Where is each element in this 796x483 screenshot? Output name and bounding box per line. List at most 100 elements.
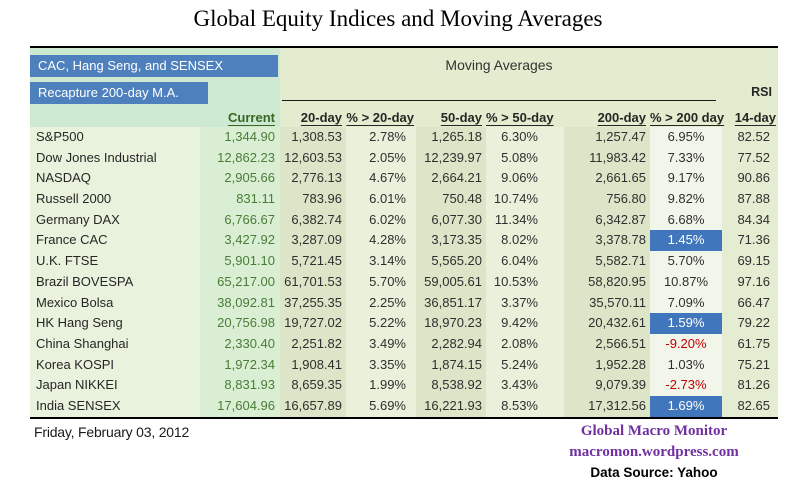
brand-url: macromon.wordpress.com (569, 444, 739, 460)
rsi-value: 82.65 (722, 395, 778, 417)
pct-above-200day: -9.20% (650, 333, 722, 355)
moving-averages-underline (282, 100, 716, 101)
rsi-value: 87.88 (722, 189, 778, 210)
rsi-value: 69.15 (722, 251, 778, 272)
index-name: Mexico Bolsa (30, 292, 200, 314)
index-name: Russell 2000 (30, 189, 200, 210)
index-name: U.K. FTSE (30, 251, 200, 272)
column-spacer (546, 127, 564, 148)
index-name: Dow Jones Industrial (30, 147, 200, 169)
ma-20day-value: 2,776.13 (280, 168, 346, 190)
pct-above-50day: 9.42% (486, 313, 546, 334)
pct-above-200day: 9.17% (650, 168, 722, 190)
pct-above-200day: 1.03% (650, 354, 722, 376)
ma-50day-value: 8,538.92 (416, 375, 486, 396)
col-header-rsi-14day: 14-day (734, 110, 776, 125)
col-header-50day: 50-day (440, 110, 482, 125)
table-header: CAC, Hang Seng, and SENSEX Recapture 200… (30, 48, 778, 127)
pct-above-50day: 2.08% (486, 333, 546, 355)
column-spacer (546, 147, 564, 169)
pct-above-50day: 8.02% (486, 230, 546, 252)
rsi-value: 66.47 (722, 292, 778, 314)
column-spacer (546, 354, 564, 376)
indices-table-body: S&P500 1,344.90 1,308.53 2.78% 1,265.18 6.30%… (30, 127, 778, 417)
index-name: HK Hang Seng (30, 313, 200, 334)
pct-above-20day: 4.67% (346, 168, 416, 190)
current-value: 8,831.93 (200, 375, 280, 396)
ma-50day-value: 59,005.61 (416, 271, 486, 293)
pct-above-200day: 7.33% (650, 147, 722, 169)
ma-50day-value: 2,664.21 (416, 168, 486, 190)
pct-above-20day: 5.70% (346, 271, 416, 293)
ma-50day-value: 36,851.17 (416, 292, 486, 314)
pct-above-200day: -2.73% (650, 375, 722, 396)
current-value: 20,756.98 (200, 313, 280, 334)
current-value: 2,905.66 (200, 168, 280, 190)
ma-20day-value: 37,255.35 (280, 292, 346, 314)
pct-above-200day: 10.87% (650, 271, 722, 293)
column-spacer (546, 292, 564, 314)
pct-above-20day: 2.78% (346, 127, 416, 148)
ma-20day-value: 5,721.45 (280, 251, 346, 272)
callout-cac-hangseng-sensex: CAC, Hang Seng, and SENSEX (30, 55, 278, 77)
ma-200day-value: 11,983.42 (564, 147, 650, 169)
pct-above-20day: 6.02% (346, 209, 416, 231)
ma-50day-value: 12,239.97 (416, 147, 486, 169)
ma-50day-value: 1,265.18 (416, 127, 486, 148)
ma-200day-value: 1,257.47 (564, 127, 650, 148)
pct-above-50day: 5.08% (486, 147, 546, 169)
rsi-value: 82.52 (722, 127, 778, 148)
col-header-pct-20day: % > 20-day (346, 110, 414, 125)
current-value: 3,427.92 (200, 230, 280, 252)
column-spacer (546, 189, 564, 210)
rsi-value: 90.86 (722, 168, 778, 190)
brand-name: Global Macro Monitor (580, 423, 728, 439)
pct-above-20day: 4.28% (346, 230, 416, 252)
ma-50day-value: 1,874.15 (416, 354, 486, 376)
ma-20day-value: 1,308.53 (280, 127, 346, 148)
rsi-header-top: RSI (751, 85, 772, 99)
pct-above-50day: 6.04% (486, 251, 546, 272)
rsi-value: 81.26 (722, 375, 778, 396)
ma-20day-value: 61,701.53 (280, 271, 346, 293)
index-name: Brazil BOVESPA (30, 271, 200, 293)
column-spacer (546, 209, 564, 231)
pct-above-20day: 3.35% (346, 354, 416, 376)
pct-above-200day: 1.59% (650, 313, 722, 334)
column-spacer (546, 168, 564, 190)
index-name: Germany DAX (30, 209, 200, 231)
index-name: S&P500 (30, 127, 200, 148)
col-header-spacer (546, 110, 564, 125)
rsi-value: 77.52 (722, 147, 778, 169)
index-name: NASDAQ (30, 168, 200, 190)
current-value: 17,604.96 (200, 395, 280, 417)
pct-above-20day: 5.22% (346, 313, 416, 334)
pct-above-50day: 10.74% (486, 189, 546, 210)
col-header-pct-50day: % > 50-day (486, 110, 554, 125)
pct-above-50day: 9.06% (486, 168, 546, 190)
ma-50day-value: 16,221.93 (416, 395, 486, 417)
pct-above-200day: 7.09% (650, 292, 722, 314)
ma-200day-value: 20,432.61 (564, 313, 650, 334)
pct-above-50day: 11.34% (486, 209, 546, 231)
column-spacer (546, 333, 564, 355)
pct-above-20day: 1.99% (346, 375, 416, 396)
rsi-value: 61.75 (722, 333, 778, 355)
column-spacer (546, 395, 564, 417)
current-value: 1,344.90 (200, 127, 280, 148)
current-value: 6,766.67 (200, 209, 280, 231)
col-header-20day: 20-day (300, 110, 342, 125)
report-date: Friday, February 03, 2012 (34, 424, 190, 440)
pct-above-50day: 6.30% (486, 127, 546, 148)
column-spacer (546, 271, 564, 293)
ma-200day-value: 17,312.56 (564, 395, 650, 417)
pct-above-200day: 9.82% (650, 189, 722, 210)
column-spacer (546, 375, 564, 396)
pct-above-50day: 5.24% (486, 354, 546, 376)
pct-above-200day: 6.95% (650, 127, 722, 148)
table-top-border (30, 46, 778, 48)
ma-200day-value: 5,582.71 (564, 251, 650, 272)
ma-50day-value: 18,970.23 (416, 313, 486, 334)
ma-200day-value: 1,952.28 (564, 354, 650, 376)
current-value: 2,330.40 (200, 333, 280, 355)
